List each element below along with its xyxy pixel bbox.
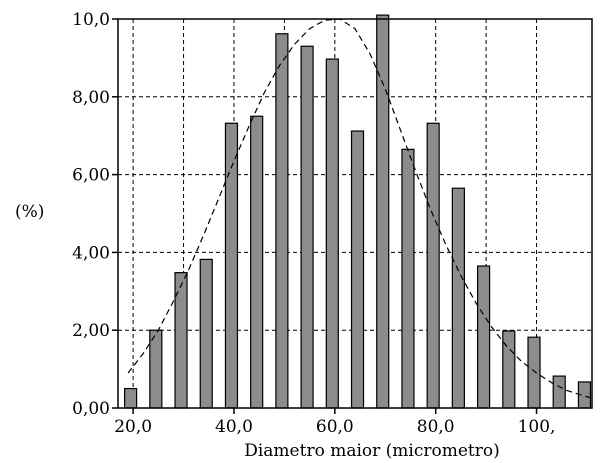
x-tick-label: 60,0 [316, 417, 354, 437]
x-tick-label: 80,0 [417, 417, 455, 437]
histogram-bar [325, 58, 339, 409]
histogram-bar [149, 329, 163, 409]
x-tick-label: 100, [518, 417, 556, 437]
bars [124, 14, 592, 409]
histogram-bar [401, 148, 415, 409]
x-axis-label: Diametro maior (micrometro) [244, 441, 500, 461]
y-tick-label: 0,00 [72, 399, 110, 419]
y-tick-label: 2,00 [72, 321, 110, 341]
histogram-bar [300, 45, 314, 409]
y-tick-label: 8,00 [72, 88, 110, 108]
y-tick-label: 4,00 [72, 243, 110, 263]
histogram-bar [476, 265, 491, 409]
histogram-bar [350, 130, 365, 409]
histogram-bar [275, 33, 289, 409]
histogram-bar [124, 387, 138, 409]
x-ticks: 20,0 40,0 60,0 80,0 100, [114, 408, 555, 437]
x-tick-label: 40,0 [215, 417, 253, 437]
histogram-bar [426, 122, 440, 409]
y-tick-label: 10,0 [72, 10, 110, 30]
y-tick-label: 6,00 [72, 166, 110, 186]
y-axis-label: (%) [15, 202, 44, 222]
histogram-bar [199, 258, 213, 409]
histogram-bar [502, 330, 516, 409]
histogram-bar [552, 375, 566, 409]
histogram-bar [250, 115, 264, 409]
x-tick-label: 20,0 [114, 417, 152, 437]
histogram-bar [527, 336, 541, 409]
plot-frame [117, 18, 593, 409]
fit-curve [127, 18, 593, 399]
y-ticks: 0,00 2,00 4,00 6,00 8,00 10,0 [72, 10, 118, 419]
histogram-bar [451, 187, 465, 409]
